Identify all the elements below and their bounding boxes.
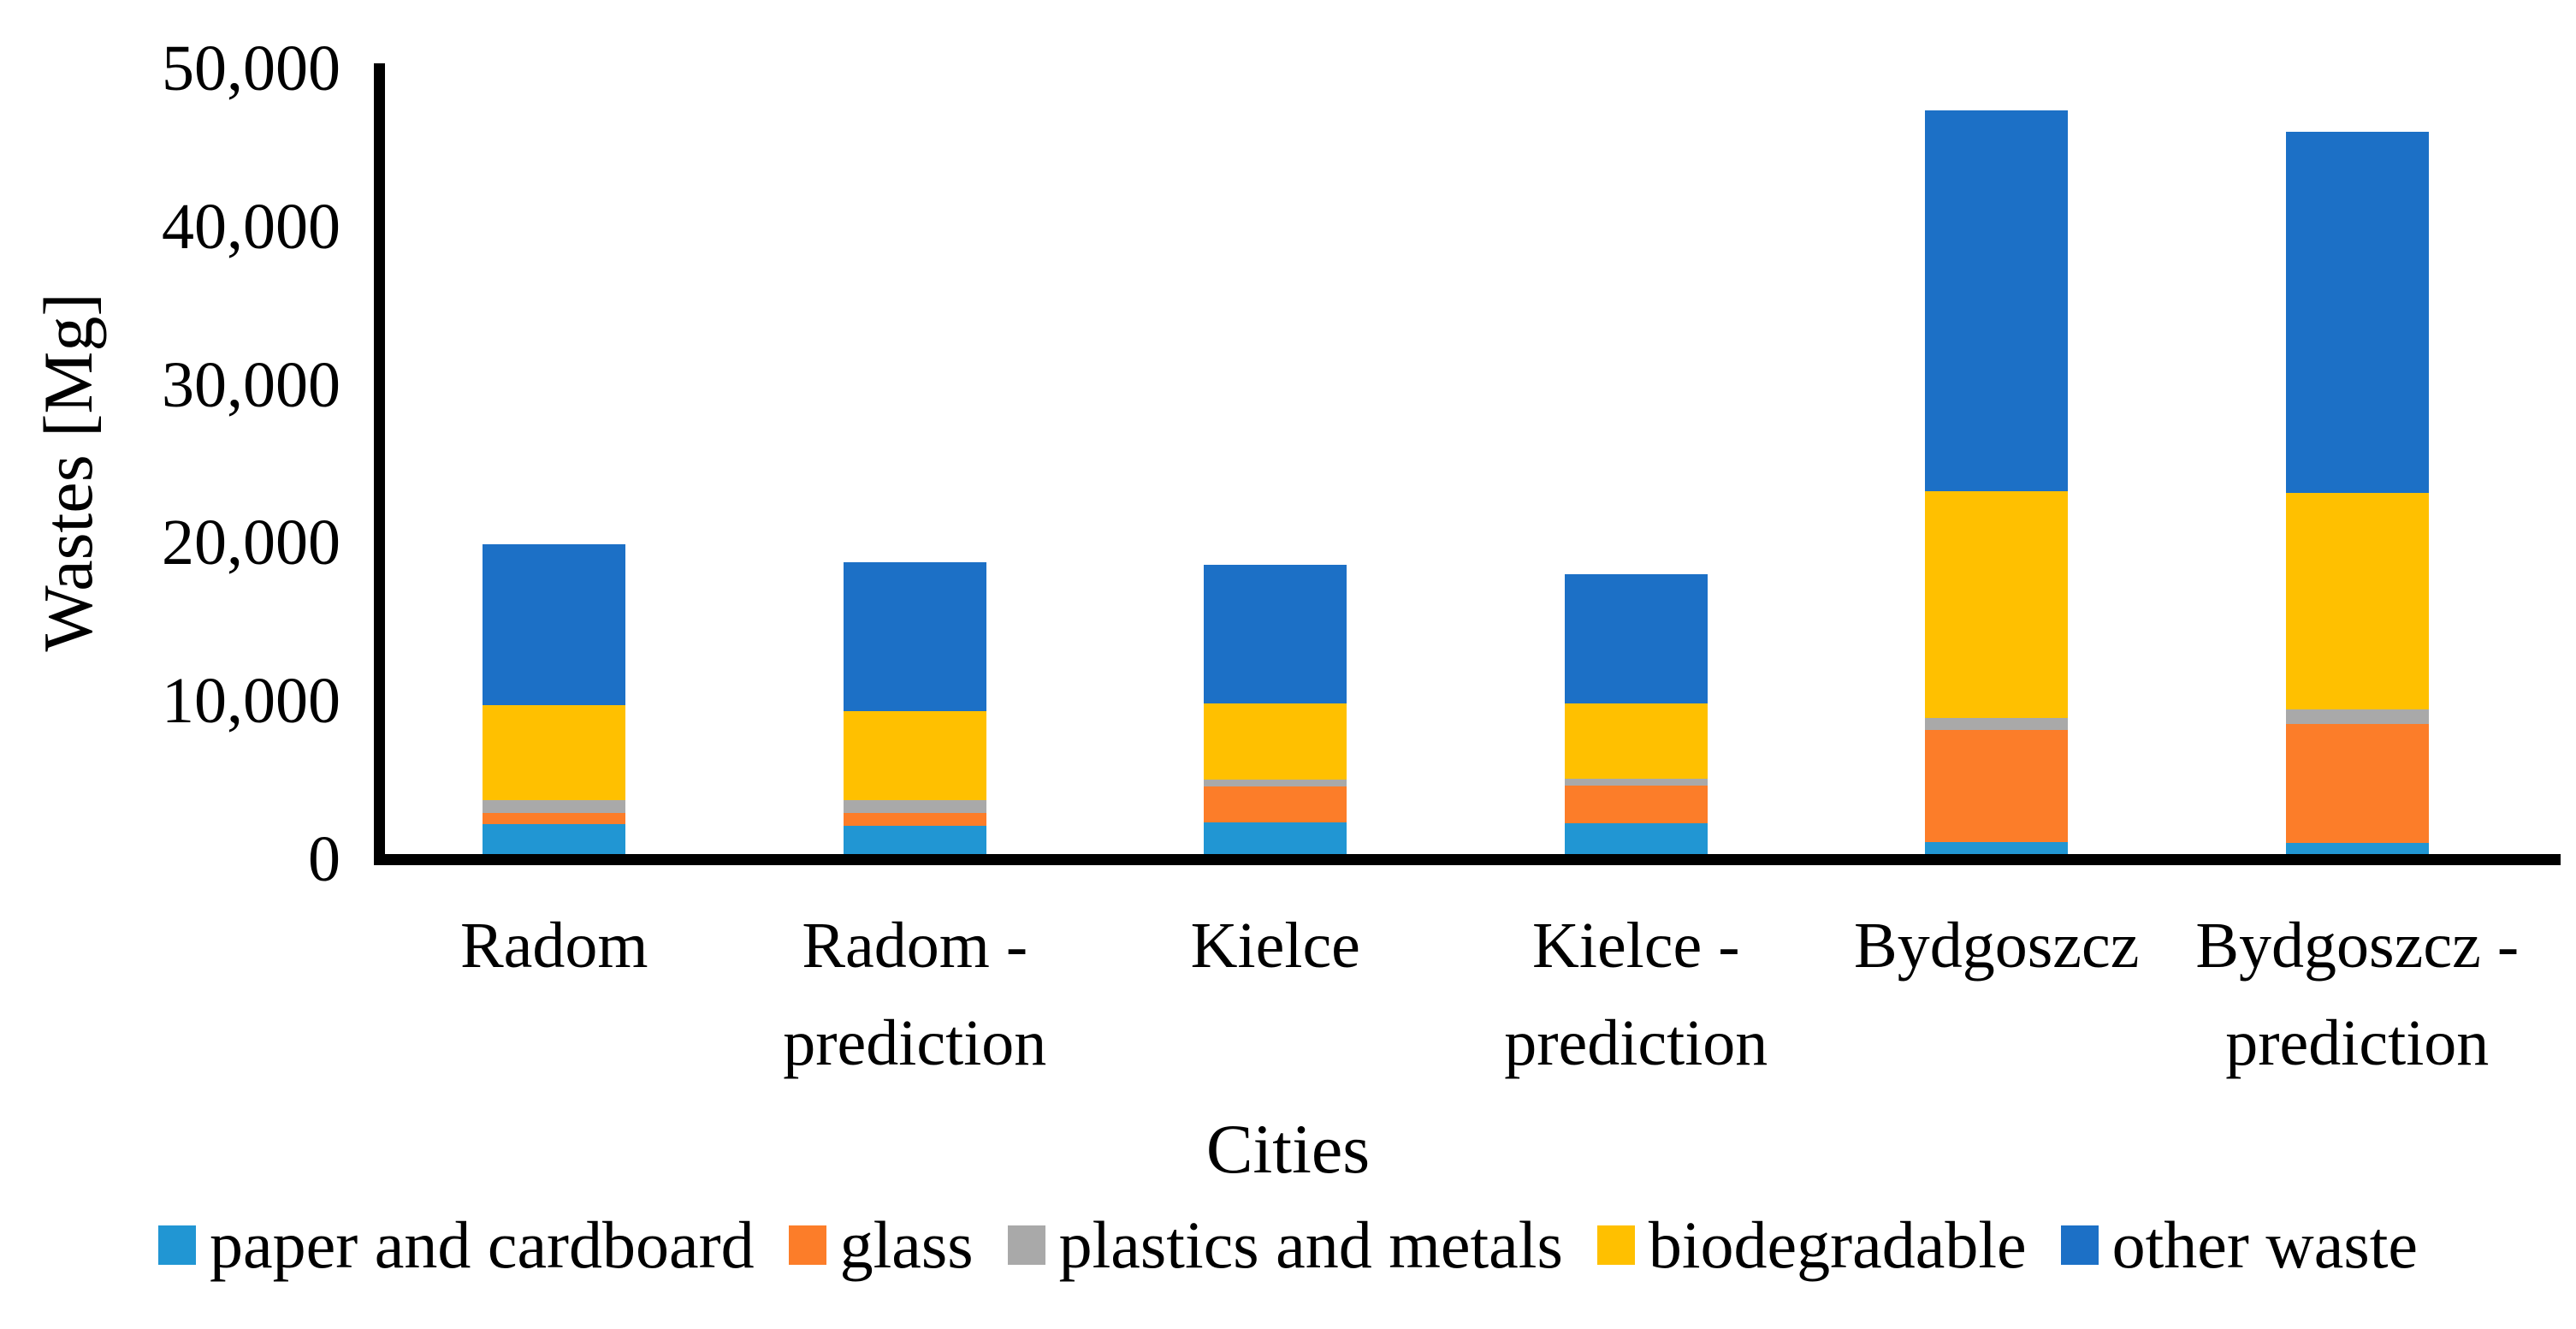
legend: paper and cardboard glass plastics and met… [0, 1207, 2576, 1284]
legend-item: plastics and metals [1007, 1207, 1563, 1284]
stacked-bar [2285, 131, 2429, 854]
bar-slot [2177, 131, 2538, 854]
bar-segment [1204, 780, 1347, 786]
x-tick-label-line: prediction [1504, 1007, 1768, 1079]
bar-segment [483, 705, 626, 801]
bar-slot [735, 561, 1096, 854]
x-tick-label-line: Bydgoszcz [1854, 910, 2140, 982]
y-tick-label: 40,000 [162, 190, 341, 263]
x-tick-label: Kielce [1095, 897, 1456, 1092]
x-tick-label-line: Kielce - [1531, 910, 1740, 982]
bar-segment [1204, 703, 1347, 780]
y-tick-label: 50,000 [162, 33, 341, 104]
y-tick-label: 0 [308, 823, 341, 895]
x-tick-label-line: prediction [2225, 1007, 2490, 1079]
bar-segment [1925, 841, 2069, 854]
legend-swatch [788, 1225, 826, 1265]
x-axis-line [374, 854, 2561, 865]
bar-segment [1925, 491, 2069, 719]
bar-segment [843, 812, 986, 826]
stacked-bar [483, 543, 626, 854]
bar-segment [1564, 703, 1708, 780]
x-tick-label-line: Radom - [802, 910, 1028, 982]
bar-segment [1204, 564, 1347, 703]
legend-swatch [2060, 1225, 2099, 1265]
bar-segment [1925, 718, 2069, 730]
bar-segment [843, 825, 986, 854]
legend-label: other waste [2111, 1207, 2419, 1282]
x-tick-label: Kielce - prediction [1456, 897, 1817, 1092]
bar-segment [2285, 492, 2429, 709]
x-tick-label-line: Radom [459, 910, 648, 982]
bar-segment [1564, 822, 1708, 854]
bar-segment [483, 812, 626, 824]
y-tick-label: 30,000 [162, 348, 341, 421]
bar-segment [843, 711, 986, 800]
bar-segment [2285, 709, 2429, 724]
bar-segment [1204, 786, 1347, 823]
legend-swatch [157, 1225, 196, 1265]
legend-item: paper and cardboard [157, 1207, 755, 1284]
bar-segment [483, 823, 626, 854]
x-tick-label: Radom [374, 897, 735, 1092]
legend-label: glass [839, 1207, 974, 1282]
bar-slot [374, 543, 735, 854]
legend-swatch [1596, 1225, 1635, 1265]
legend-item: other waste [2060, 1207, 2419, 1284]
x-axis-tick-labels: Radom Radom - prediction Kielce Kielce - pred… [374, 897, 2538, 1092]
y-axis-title: Wastes [Mg] [29, 293, 107, 652]
bar-slot [1456, 573, 1817, 854]
legend-swatch [1007, 1225, 1045, 1265]
plot-area [374, 0, 2538, 854]
bar-segment [843, 561, 986, 712]
bar-slot [1816, 110, 2177, 854]
y-tick-label: 10,000 [162, 665, 341, 738]
x-tick-label: Radom - prediction [735, 897, 1096, 1092]
legend-item: biodegradable [1596, 1207, 2027, 1284]
bar-segment [1564, 573, 1708, 704]
bar-segment [843, 799, 986, 813]
bar-segment [1564, 779, 1708, 786]
x-tick-label-line: prediction [783, 1007, 1047, 1079]
x-tick-label-line: Bydgoszcz - [2195, 910, 2520, 982]
stacked-bar [1925, 110, 2069, 854]
y-tick-label: 20,000 [162, 507, 341, 579]
x-tick-label-line: Kielce [1190, 910, 1360, 982]
stacked-bar [843, 561, 986, 854]
bar-segment [1564, 785, 1708, 823]
bar-slot [1095, 564, 1456, 854]
bar-segment [1204, 822, 1347, 854]
bar-segment [2285, 843, 2429, 854]
legend-label: paper and cardboard [209, 1207, 755, 1282]
legend-label: biodegradable [1648, 1207, 2027, 1282]
legend-label: plastics and metals [1058, 1207, 1563, 1282]
x-axis-title: Cities [1205, 1110, 1371, 1188]
y-axis-line [374, 63, 385, 865]
legend-item: glass [788, 1207, 974, 1284]
bar-segment [1925, 110, 2069, 492]
stacked-bar [1564, 573, 1708, 854]
stacked-bar [1204, 564, 1347, 854]
bar-segment [2285, 723, 2429, 844]
bar-segment [1925, 729, 2069, 842]
x-tick-label: Bydgoszcz - prediction [2177, 897, 2538, 1092]
x-tick-label: Bydgoszcz [1816, 897, 2177, 1092]
bar-segment [2285, 131, 2429, 493]
bar-segment [483, 800, 626, 813]
bar-segment [483, 543, 626, 706]
